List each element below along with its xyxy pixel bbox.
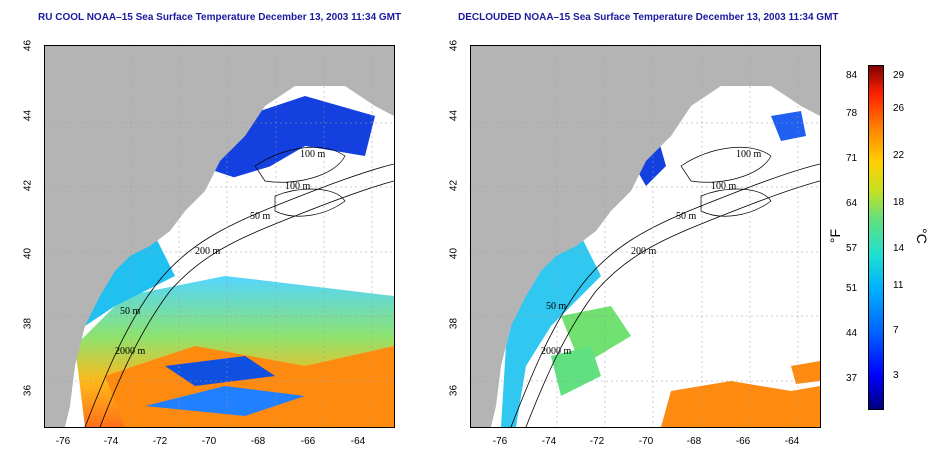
lon-tick-label: -76 — [55, 436, 71, 447]
right-map-title: DECLOUDED NOAA–15 Sea Surface Temperatur… — [458, 12, 839, 23]
lat-tick-label: 40 — [448, 247, 460, 260]
contour-label: 50 m — [676, 211, 697, 222]
c-tick-label: 18 — [893, 197, 905, 208]
lat-tick-label: 44 — [448, 109, 460, 122]
c-tick-label: 7 — [893, 325, 899, 336]
lon-tick-label: -70 — [638, 436, 654, 447]
contour-label: 100 m — [285, 181, 311, 192]
lat-tick-label: 38 — [448, 317, 460, 330]
f-tick-label: 57 — [846, 243, 858, 254]
contour-label: 2000 m — [541, 346, 572, 357]
fahrenheit-unit: °F — [827, 228, 844, 244]
lat-tick-label: 36 — [22, 384, 34, 397]
left-map-title: RU COOL NOAA–15 Sea Surface Temperature … — [38, 12, 402, 23]
lat-tick-label: 46 — [22, 39, 34, 52]
lat-tick-label: 38 — [22, 317, 34, 330]
right-map-graphic — [471, 46, 820, 427]
lon-tick-label: -72 — [589, 436, 605, 447]
c-tick-label: 22 — [893, 150, 905, 161]
lon-tick-label: -64 — [350, 436, 366, 447]
c-tick-label: 3 — [893, 370, 899, 381]
contour-label: 2000 m — [115, 346, 146, 357]
lon-tick-label: -68 — [250, 436, 266, 447]
lon-tick-label: -64 — [784, 436, 800, 447]
contour-label: 100 m — [711, 181, 737, 192]
contour-label: 200 m — [631, 246, 657, 257]
lon-tick-label: -66 — [300, 436, 316, 447]
left-map-graphic — [45, 46, 394, 427]
contour-label: 50 m — [546, 301, 567, 312]
c-tick-label: 26 — [893, 103, 905, 114]
lat-tick-label: 46 — [448, 39, 460, 52]
left-sst-map[interactable]: 100 m 100 m 50 m 200 m 50 m 2000 m — [44, 45, 395, 428]
contour-label: 200 m — [195, 246, 221, 257]
lon-tick-label: -74 — [541, 436, 557, 447]
contour-label: 50 m — [250, 211, 271, 222]
c-tick-label: 29 — [893, 70, 905, 81]
lat-tick-label: 42 — [22, 179, 34, 192]
lat-tick-label: 42 — [448, 179, 460, 192]
contour-label: 100 m — [300, 149, 326, 160]
lon-tick-label: -66 — [735, 436, 751, 447]
f-tick-label: 78 — [846, 108, 858, 119]
c-tick-label: 11 — [893, 280, 904, 291]
temperature-colorbar — [868, 65, 884, 410]
lat-tick-label: 36 — [448, 384, 460, 397]
right-sst-map[interactable]: 100 m 100 m 50 m 200 m 50 m 2000 m — [470, 45, 821, 428]
celsius-unit: °C — [913, 228, 930, 244]
lon-tick-label: -74 — [103, 436, 119, 447]
f-tick-label: 64 — [846, 198, 858, 209]
lon-tick-label: -70 — [201, 436, 217, 447]
f-tick-label: 44 — [846, 328, 858, 339]
lon-tick-label: -76 — [492, 436, 508, 447]
lon-tick-label: -68 — [686, 436, 702, 447]
lat-tick-label: 44 — [22, 109, 34, 122]
lat-tick-label: 40 — [22, 247, 34, 260]
c-tick-label: 14 — [893, 243, 905, 254]
f-tick-label: 84 — [846, 70, 858, 81]
f-tick-label: 37 — [846, 373, 858, 384]
contour-label: 100 m — [736, 149, 762, 160]
f-tick-label: 51 — [846, 283, 858, 294]
contour-label: 50 m — [120, 306, 141, 317]
lon-tick-label: -72 — [152, 436, 168, 447]
f-tick-label: 71 — [846, 153, 858, 164]
